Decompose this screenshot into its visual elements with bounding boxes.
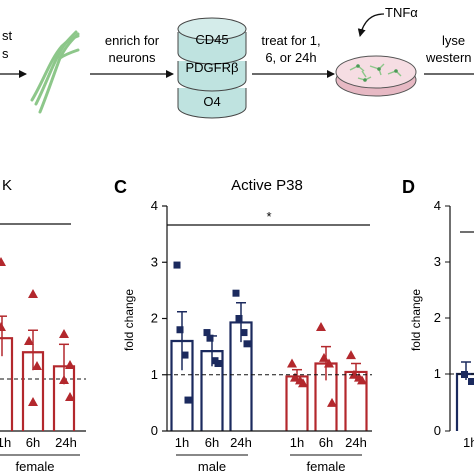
data-point <box>181 351 189 359</box>
panel-b-tick-6h: 6h <box>26 435 40 450</box>
panel-d-y-tick-label: 2 <box>434 310 441 325</box>
data-point <box>214 360 222 367</box>
x-tick-label: 24h <box>345 435 367 450</box>
data-points <box>167 261 372 407</box>
panel-b-point <box>59 375 69 384</box>
panel-b-tick-24h: 24h <box>55 435 77 450</box>
neuron-illustration <box>30 30 80 114</box>
panel-b-bars <box>0 315 76 431</box>
panel-d-tick-1h: 1h <box>463 435 474 450</box>
panel-b-point <box>32 361 42 370</box>
y-tick-label: 1 <box>151 367 158 382</box>
panel-d-point <box>461 371 468 378</box>
workflow-step-lyse-line1: lyse <box>442 33 465 48</box>
panel-b-point <box>28 289 38 298</box>
x-tick-label: 1h <box>290 435 304 450</box>
panel-b: K 1h 6h 24h female <box>0 177 86 474</box>
workflow-step-treat-line1: treat for 1, <box>261 33 320 48</box>
panel-d-point <box>468 378 474 385</box>
y-axis-label: fold change <box>122 289 136 351</box>
data-point <box>327 397 337 407</box>
x-tick-label: 6h <box>319 435 333 450</box>
workflow-step-treat-line2: 6, or 24h <box>265 50 316 65</box>
y-tick-label: 4 <box>151 198 158 213</box>
panel-d-y-axis-label: fold change <box>409 289 423 351</box>
data-point <box>240 329 248 337</box>
stimulus-arrow <box>357 13 385 37</box>
panel-b-point <box>0 257 6 266</box>
data-point <box>357 375 367 385</box>
panel-b-point <box>59 329 69 338</box>
panel-b-group-label: female <box>15 459 54 474</box>
x-tick-label: 6h <box>205 435 219 450</box>
significance-annotation: * <box>167 209 370 226</box>
panel-d-y-tick-label: 3 <box>434 254 441 269</box>
data-point <box>235 315 243 322</box>
data-point <box>346 350 356 360</box>
panel-b-title-fragment: K <box>2 177 12 194</box>
y-axis: 0 1 2 3 4 <box>151 198 168 438</box>
data-point <box>173 261 181 269</box>
marker-label-o4: O4 <box>203 94 220 109</box>
panel-b-points <box>0 257 75 406</box>
y-tick-label: 3 <box>151 254 158 269</box>
data-point <box>290 372 300 382</box>
y-tick-label: 2 <box>151 311 158 326</box>
panel-c-letter: C <box>114 177 127 197</box>
panel-c: C Active P38 fold change 0 1 2 3 4 * 1h 6h 24h… <box>114 177 372 474</box>
marker-label-cd45: CD45 <box>195 32 228 47</box>
error-bars <box>177 302 361 384</box>
panel-d: D fold change 4 3 2 1 0 1h <box>402 177 474 450</box>
workflow-step-enrich-line1: enrich for <box>105 33 160 48</box>
panel-d-y-ticks: 4 3 2 1 0 <box>434 198 450 438</box>
panel-d-y-tick-label: 0 <box>434 423 441 438</box>
panel-b-point <box>65 360 75 369</box>
workflow-step-lyse-line2: western <box>425 50 472 65</box>
data-point <box>316 321 326 331</box>
workflow-step-partial-line1: st <box>2 28 13 43</box>
panel-b-tick-1h: 1h <box>0 435 11 450</box>
data-point <box>203 329 211 337</box>
workflow-step-enrich-line2: neurons <box>109 50 156 65</box>
y-tick-label: 0 <box>151 423 158 438</box>
data-point <box>349 369 359 379</box>
chart-title: Active P38 <box>231 177 303 194</box>
group-label: female <box>306 459 345 474</box>
data-point <box>324 358 334 368</box>
data-point <box>176 326 184 334</box>
x-tick-label: 24h <box>230 435 252 450</box>
marker-dish-stack: CD45 PDGFRβ O4 <box>177 17 247 119</box>
data-point <box>319 352 329 362</box>
panel-b-point <box>0 322 6 331</box>
stimulus-label: TNFα <box>385 5 418 20</box>
data-point <box>298 378 308 388</box>
panel-b-point <box>65 392 75 401</box>
panel-b-point <box>28 397 38 406</box>
marker-label-pdgfrb: PDGFRβ <box>186 60 239 75</box>
workflow-step-partial-line2: s <box>2 46 9 61</box>
group-label: male <box>198 459 226 474</box>
x-tick-label: 1h <box>175 435 189 450</box>
x-axis: 1h 6h 24h 1h 6h 24h male female <box>167 430 372 474</box>
data-point <box>287 358 297 368</box>
data-point <box>243 340 251 348</box>
bars <box>170 321 368 431</box>
panel-d-letter: D <box>402 177 415 197</box>
panel-d-y-tick-label: 1 <box>434 366 441 381</box>
panel-b-point <box>24 336 34 345</box>
culture-dish <box>335 55 417 97</box>
workflow-diagram: st s enrich for neurons CD45 <box>0 5 474 119</box>
data-point <box>232 289 240 297</box>
panel-d-y-tick-label: 4 <box>434 198 441 213</box>
data-point <box>184 396 192 404</box>
data-point <box>206 334 214 342</box>
significance-star: * <box>266 209 271 224</box>
